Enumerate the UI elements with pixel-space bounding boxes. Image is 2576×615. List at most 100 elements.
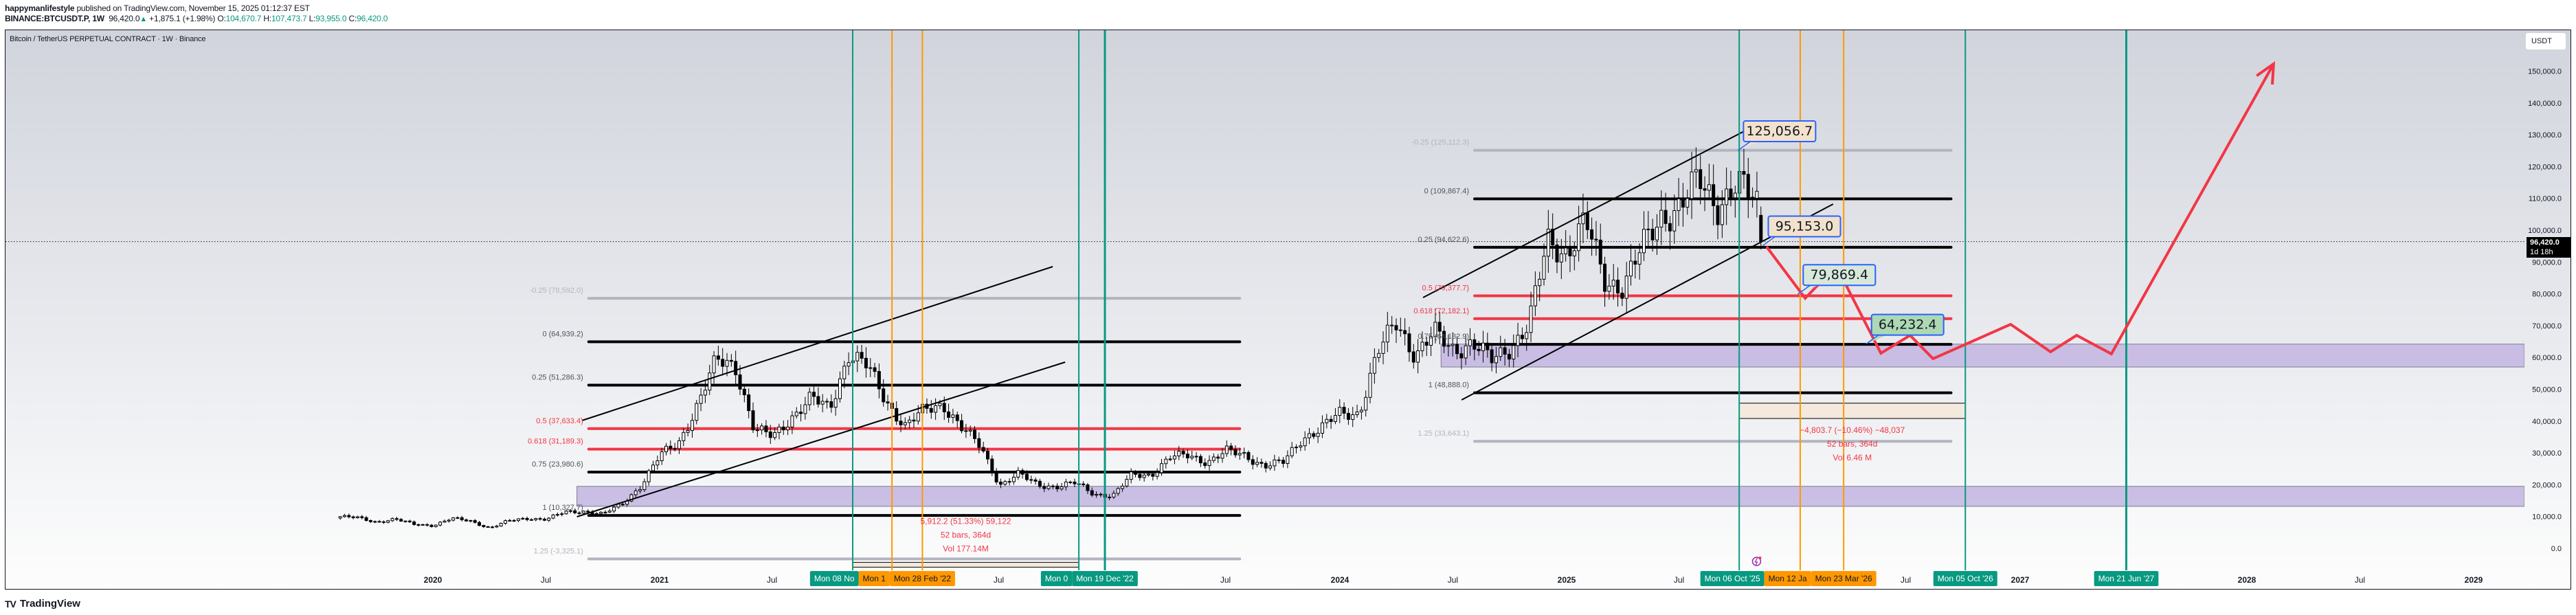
candle-up [760, 425, 764, 431]
candle-down [1551, 228, 1555, 245]
candle-up [1725, 188, 1729, 205]
candle-down [1716, 205, 1720, 225]
candle-up [447, 519, 451, 522]
candle-up [1112, 493, 1116, 497]
candle-down [1246, 451, 1251, 460]
price-axis-tick: 110,000.0 [2529, 195, 2562, 203]
candle-up [491, 526, 495, 528]
time-marker-label: Mon 19 Dec '22 [1076, 574, 1134, 583]
candle-up [1659, 210, 1664, 228]
candle-up [1364, 396, 1368, 411]
candle-up [1468, 339, 1472, 346]
time-marker-label: Mon 05 Oct '26 [1938, 574, 1993, 583]
price-callout [1767, 215, 1841, 238]
candle-up [908, 419, 912, 423]
candle-up [686, 430, 690, 433]
candle-down [1198, 456, 1202, 464]
trend-channel-line [581, 266, 1053, 421]
candle-down [860, 352, 864, 359]
candle-down [985, 450, 989, 460]
candle-up [1733, 192, 1737, 199]
fib-level-label: 0 (109,867.4) [1424, 187, 1469, 195]
candle-down [486, 526, 490, 528]
candle-up [1372, 357, 1376, 374]
close-label: C: [348, 14, 357, 23]
candle-down [1055, 485, 1060, 490]
candle-down [990, 458, 994, 473]
candle-down [1033, 479, 1038, 482]
candle-up [1546, 228, 1550, 257]
candle-up [551, 514, 555, 519]
open-value: 104,670.7 [225, 14, 262, 23]
candle-up [664, 445, 668, 452]
open-label: O: [217, 14, 226, 23]
candle-down [573, 510, 577, 513]
candle-down [816, 396, 820, 405]
candle-up [390, 518, 394, 522]
tradingview-logo-icon: TV [5, 598, 16, 610]
candle-down [460, 517, 464, 520]
candle-up [1499, 347, 1503, 357]
price-axis-tick: 70,000.0 [2532, 322, 2562, 331]
candle-up [1299, 445, 1303, 448]
last-price-label: 96,420.0 1d 18h [2527, 237, 2571, 258]
measure-band [1739, 403, 1966, 419]
candle-up [842, 366, 847, 379]
candle-up [1677, 198, 1681, 211]
candle-up [434, 524, 438, 527]
candle-up [403, 520, 407, 522]
candle-down [1746, 174, 1750, 198]
time-marker-label: Mon 1 [863, 574, 886, 583]
candle-down [429, 524, 434, 527]
candle-up [1542, 256, 1546, 280]
lightning-bolt-icon [1754, 557, 1758, 566]
projection-path [1765, 63, 2275, 361]
high-label: H: [263, 14, 271, 23]
candle-down [542, 518, 546, 521]
candle-up [1237, 453, 1242, 456]
candle-up [1416, 350, 1420, 363]
candle-down [347, 515, 351, 517]
last-price: 96,420.0 [109, 14, 140, 23]
symbol: BINANCE:BTCUSDT.P, 1W [5, 14, 104, 23]
candle-up [616, 504, 620, 508]
candle-down [1486, 342, 1490, 350]
time-axis-tick: Jul [541, 575, 551, 585]
candle-up [1003, 481, 1007, 485]
candle-down [1664, 210, 1668, 224]
candle-up [642, 481, 647, 491]
fib-level-label: 1.25 (-3,325.1) [534, 547, 583, 555]
candle-down [942, 403, 946, 412]
candle-down [1233, 449, 1237, 456]
callout-text: 125,056.7 [1747, 124, 1813, 139]
candle-down [1703, 188, 1707, 191]
candle-down [742, 388, 746, 396]
candle-up [1646, 228, 1650, 230]
time-marker-label: Mon 12 Ja [1769, 574, 1807, 583]
fib-level-label: 0.25 (51,286.3) [532, 374, 583, 382]
time-axis-tick: Jul [994, 575, 1004, 585]
measure-text: Vol 6.46 M [1833, 453, 1872, 462]
candle-down [412, 522, 416, 525]
time-axis-tick: Jul [1901, 575, 1911, 585]
notification-dot-icon [1758, 557, 1762, 559]
candle-up [581, 511, 585, 514]
candle-down [1194, 456, 1198, 458]
candle-up [560, 513, 564, 515]
candle-up [1255, 462, 1259, 465]
candle-up [1559, 253, 1563, 262]
price-axis-tick: 120,000.0 [2528, 163, 2562, 171]
candle-down [1073, 481, 1077, 484]
currency-button[interactable]: USDT [2526, 33, 2566, 49]
candle-down [1668, 223, 1672, 232]
candle-up [594, 513, 598, 515]
candle-up [508, 519, 512, 522]
candle-down [799, 412, 803, 414]
publish-text: published on TradingView.com, November 1… [76, 3, 310, 13]
candle-down [1407, 333, 1411, 353]
time-axis-tick: 2024 [1331, 575, 1349, 585]
candle-down [1437, 322, 1442, 332]
candle-up [647, 470, 651, 482]
measure-text: 5,912.2 (51.33%) 59,122 [920, 516, 1011, 526]
